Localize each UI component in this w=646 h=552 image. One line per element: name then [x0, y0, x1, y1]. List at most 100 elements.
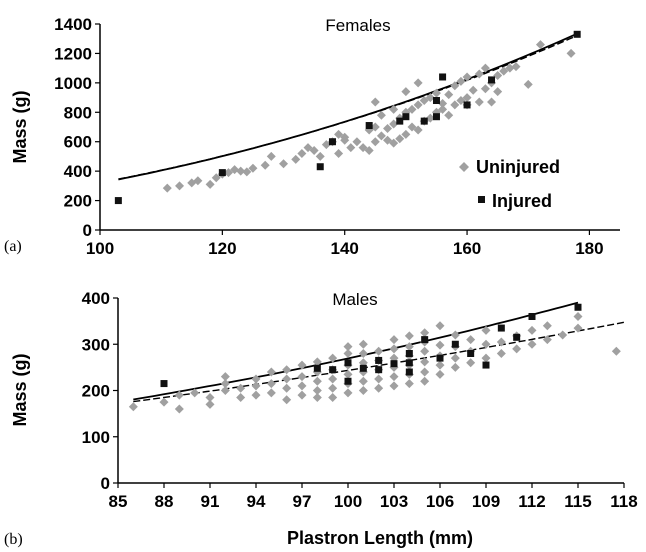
- uninjured-point: [343, 342, 353, 352]
- uninjured-point: [297, 381, 307, 391]
- uninjured-point: [343, 369, 353, 379]
- uninjured-point: [450, 362, 460, 372]
- uninjured-point: [404, 331, 414, 341]
- axes: [113, 297, 625, 488]
- data-points: [128, 303, 621, 414]
- plot-area: [100, 24, 620, 230]
- uninjured-point: [511, 62, 521, 72]
- uninjured-point: [493, 87, 503, 97]
- uninjured-point: [611, 346, 621, 356]
- uninjured-point: [413, 78, 423, 88]
- uninjured-point: [364, 146, 374, 156]
- injured-point: [432, 97, 440, 105]
- injured-point: [344, 377, 352, 385]
- injured-point: [488, 76, 496, 84]
- uninjured-point: [542, 321, 552, 331]
- uninjured-point: [282, 374, 292, 384]
- uninjured-point: [220, 379, 230, 389]
- injured-point: [405, 350, 413, 357]
- legend-injured-label: Injured: [492, 191, 552, 211]
- uninjured-point: [328, 392, 338, 402]
- legend-uninjured-marker: [459, 162, 469, 172]
- uninjured-point: [266, 367, 276, 377]
- uninjured-point: [512, 344, 522, 354]
- uninjured-point: [389, 138, 399, 148]
- uninjured-point: [174, 404, 184, 414]
- uninjured-point: [334, 148, 344, 158]
- uninjured-point: [558, 330, 568, 340]
- uninjured-point: [282, 395, 292, 405]
- uninjured-point: [419, 96, 429, 106]
- uninjured-point: [466, 358, 476, 368]
- panel-label: (a): [4, 238, 22, 255]
- x-tick-label: 103: [380, 492, 408, 511]
- data-points: [114, 30, 581, 205]
- uninjured-point: [220, 372, 230, 382]
- uninjured-point: [260, 160, 270, 170]
- x-tick-label: 100: [86, 239, 114, 258]
- injured-point: [482, 361, 490, 369]
- uninjured-fit-line: [133, 321, 625, 403]
- x-tick-label: 91: [201, 492, 220, 511]
- x-tick-label: 100: [334, 492, 362, 511]
- uninjured-point: [242, 167, 252, 177]
- uninjured-point: [450, 100, 460, 110]
- uninjured-point: [358, 376, 368, 386]
- uninjured-point: [315, 151, 325, 161]
- uninjured-point: [343, 388, 353, 398]
- uninjured-point: [413, 125, 423, 135]
- uninjured-point: [251, 381, 261, 391]
- injured-point: [375, 366, 383, 374]
- uninjured-point: [370, 122, 380, 132]
- uninjured-point: [438, 104, 448, 114]
- x-tick-label: 118: [610, 492, 637, 511]
- injured-marker: [478, 196, 485, 203]
- uninjured-point: [527, 325, 537, 335]
- uninjured-point: [435, 360, 445, 370]
- uninjured-point: [251, 374, 261, 384]
- uninjured-point: [450, 81, 460, 91]
- injured-point: [375, 356, 383, 364]
- uninjured-point: [425, 113, 435, 123]
- uninjured-point: [205, 392, 215, 402]
- x-tick-label: 97: [293, 492, 312, 511]
- injured-point: [359, 364, 367, 372]
- uninjured-marker: [459, 162, 469, 172]
- x-tick-label: 109: [472, 492, 500, 511]
- y-tick-label: 400: [82, 289, 110, 308]
- y-tick-label: 100: [82, 428, 110, 447]
- uninjured-point: [480, 63, 490, 73]
- uninjured-point: [401, 129, 411, 139]
- uninjured-point: [450, 353, 460, 363]
- uninjured-point: [431, 88, 441, 98]
- uninjured-point: [480, 84, 490, 94]
- uninjured-point: [230, 165, 240, 175]
- uninjured-point: [358, 386, 368, 395]
- y-tick-label: 0: [83, 221, 92, 240]
- uninjured-point: [450, 330, 460, 340]
- panel-label: (b): [4, 531, 23, 548]
- x-tick-label: 106: [426, 492, 454, 511]
- uninjured-point: [395, 134, 405, 144]
- y-tick-label: 200: [82, 382, 110, 401]
- injured-point: [451, 340, 459, 348]
- uninjured-point: [383, 123, 393, 133]
- uninjured-point: [312, 392, 322, 402]
- x-tick-label: 120: [208, 239, 236, 258]
- injured-point: [405, 359, 413, 367]
- uninjured-point: [404, 342, 414, 352]
- uninjured-point: [474, 97, 484, 107]
- uninjured-point: [435, 369, 445, 379]
- injured-point: [463, 101, 471, 109]
- uninjured-point: [389, 344, 399, 354]
- uninjured-point: [162, 183, 172, 193]
- uninjured-point: [496, 349, 506, 358]
- panel-a-females: 0 200 400 600 800 1000 1200 1400 100 120 140 160 180…: [4, 15, 620, 258]
- uninjured-point: [462, 93, 472, 103]
- x-tick-label: 112: [518, 492, 545, 511]
- legend-injured-marker: [478, 196, 485, 203]
- uninjured-point: [312, 376, 322, 386]
- y-tick-label: 1400: [54, 15, 92, 34]
- x-tick-label: 85: [109, 492, 128, 511]
